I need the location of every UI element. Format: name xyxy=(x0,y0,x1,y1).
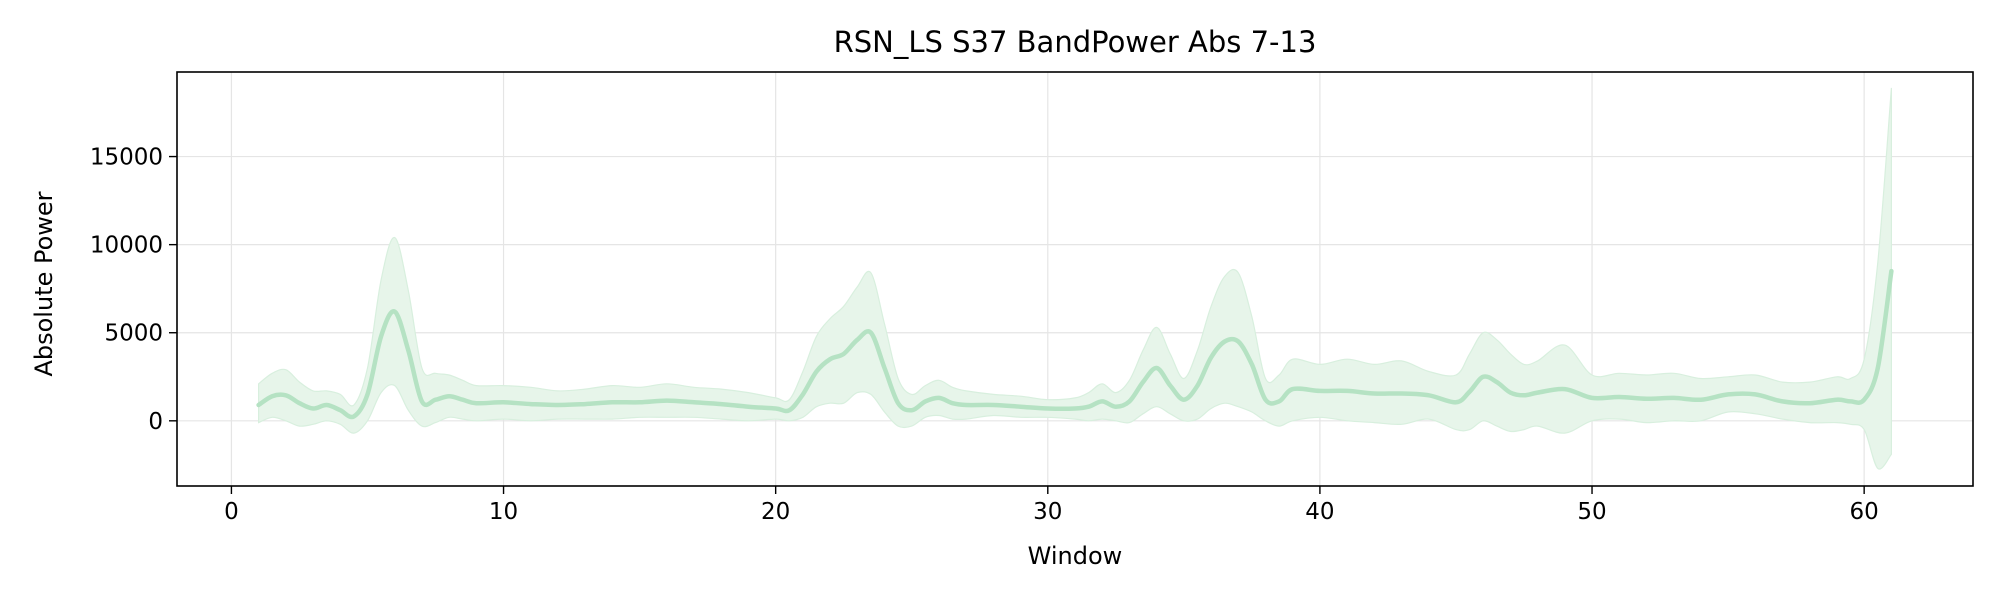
y-tick-label: 5000 xyxy=(104,321,163,347)
y-tick-label: 15000 xyxy=(90,145,163,171)
x-tick-label: 10 xyxy=(489,499,518,525)
x-tick-label: 60 xyxy=(1850,499,1879,525)
plot-frame xyxy=(176,71,1974,487)
series-line xyxy=(256,268,1894,420)
x-axis-label: Window xyxy=(1028,542,1123,570)
y-axis-label: Absolute Power xyxy=(30,191,58,376)
axis-ticks: 0 10 20 30 40 50 60 0 5000 10000 15000 xyxy=(90,145,1879,525)
confidence-band xyxy=(258,87,1892,470)
confidence-band-layer xyxy=(258,87,1892,470)
y-tick-label: 10000 xyxy=(90,233,163,259)
chart-title: RSN_LS S37 BandPower Abs 7-13 xyxy=(834,25,1317,59)
x-tick-label: 30 xyxy=(1033,499,1062,525)
x-tick-label: 0 xyxy=(224,499,239,525)
series-line-layer xyxy=(256,268,1894,420)
x-tick-label: 50 xyxy=(1577,499,1606,525)
x-tick-label: 40 xyxy=(1305,499,1334,525)
grid xyxy=(177,72,1973,486)
y-tick-label: 0 xyxy=(148,409,163,435)
x-tick-label: 20 xyxy=(761,499,790,525)
